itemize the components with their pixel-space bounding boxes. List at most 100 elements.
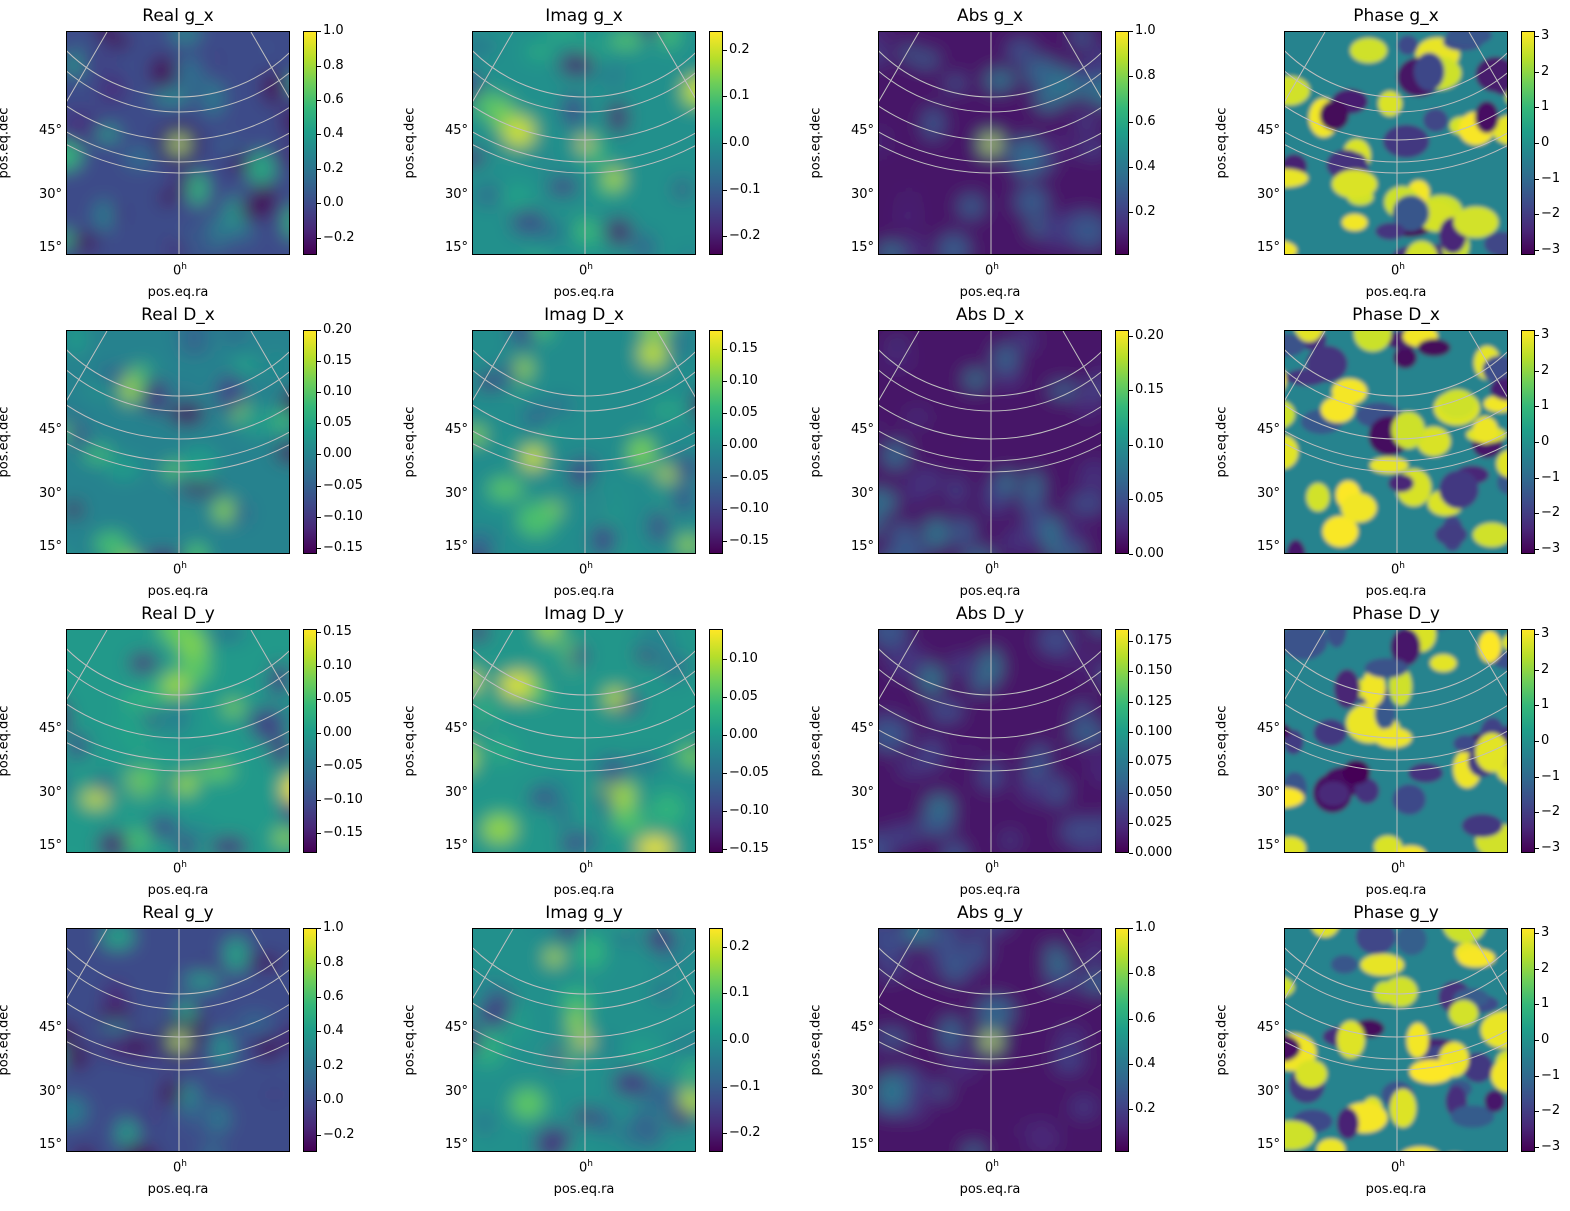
dec-tick-label: 45° [38,1020,62,1035]
heatmap-blob [1389,1088,1417,1128]
ra-line [250,331,289,398]
colorbar-tick [317,766,321,768]
colorbar-tick [723,477,727,479]
colorbar-tick [1129,928,1133,929]
colorbar-tick [1535,250,1539,251]
colorbar-tick-label: 0.2 [1135,204,1156,219]
ra-line [67,32,108,102]
heatmap-blob [693,398,695,413]
heatmap-blob [879,833,892,852]
chart-panel: Imag g_x 0.2 0.1 0.0 −0.1 −0.2 pos.eq.dec 45° 30… [403,0,766,300]
ra-tick-unit: h [587,561,593,571]
heatmap-blob [1423,108,1448,132]
dec-tick-label: 30° [38,486,62,501]
heatmap-blob [1331,378,1368,405]
heatmap-canvas [67,331,289,554]
ra-tick-unit: h [587,860,593,870]
ra-line [656,331,695,398]
ra-line [1062,929,1101,996]
colorbar-tick-label: −2 [1541,804,1561,820]
heatmap-blob [1088,44,1101,78]
ra-tick-value: 0 [173,1160,182,1176]
heatmap-blob [248,955,283,970]
heatmap-blob [1024,760,1047,781]
heatmap-blob [1439,389,1476,419]
heatmap-blob [627,754,661,775]
x-axis-label: pos.eq.ra [1365,584,1427,599]
colorbar-tick [1129,335,1133,337]
heatmap-blob [628,436,656,469]
x-axis-label: pos.eq.ra [959,1182,1021,1197]
heatmap-blob [1038,630,1073,656]
heatmap-blob [69,420,89,451]
heatmap-blob [134,765,162,794]
dec-tick-label: 15° [444,838,468,853]
heatmap-blob [1388,474,1414,493]
chart-panel: Real g_x 1.0 0.8 0.6 0.4 0.2 0.0 −0.2 pos.eq.dec… [0,0,360,300]
colorbar-tick-label: −3 [1541,1139,1561,1154]
heatmap-blob [1342,760,1371,785]
colorbar-tick [317,237,321,239]
colorbar-tick-label: 0.0 [323,195,344,211]
ra-tick-label: 0h [972,860,1012,876]
heatmap-blob [473,149,487,166]
heatmap-blob [879,489,897,515]
heatmap-blob [1295,1059,1328,1088]
heatmap-blob [1353,331,1392,352]
colorbar-tick-label: 0.6 [1135,1010,1156,1026]
ra-tick-value: 0 [985,263,994,279]
colorbar-tick [1535,36,1539,37]
dec-tick-label: 15° [850,539,874,554]
heatmap-blob [1056,1026,1086,1050]
colorbar-tick [723,143,727,144]
ra-line [473,32,514,102]
colorbar-tick [1535,549,1539,550]
heatmap-blob [509,331,538,347]
colorbar-tick [1535,107,1539,109]
heatmap-blob [249,706,285,742]
heatmap-blob [1285,787,1305,808]
colorbar-tick [317,330,321,331]
heatmap-blob [576,218,595,242]
chart-title: Phase D_x [1352,305,1440,325]
colorbar-tick-label: 0.0 [323,1092,344,1108]
x-axis-label: pos.eq.ra [147,584,209,599]
heatmap-blob [171,56,210,91]
heatmap-blob [238,199,274,220]
heatmap-blob [938,234,970,254]
heatmap-blob [879,32,891,37]
heatmap-blob [593,1107,615,1136]
colorbar-tick [317,996,321,998]
heatmap-blob [660,650,685,686]
heatmap-blob [94,531,129,553]
heatmap-blob [511,1088,545,1119]
colorbar-tick-label: 1 [1541,697,1550,713]
heatmap-blob [535,1126,573,1151]
ra-line [1468,630,1507,697]
colorbar-tick-label: −0.05 [729,765,769,781]
dec-tick-label: 30° [850,785,874,800]
heatmap-blob [1497,470,1507,495]
heatmap-blob [950,518,976,546]
colorbar-tick-label: 0.2 [729,41,750,57]
heatmap-blob [160,701,193,735]
heatmap-blob [1435,524,1468,546]
colorbar-tick-label: 0.6 [1135,113,1156,129]
heatmap-blob [993,344,1018,374]
dec-tick-label: 15° [38,539,62,554]
heatmap-blob [115,553,140,554]
ra-tick-value: 0 [985,1160,994,1176]
colorbar-tick-label: −0.05 [323,758,363,774]
heatmap-blob [160,1079,182,1106]
heatmap-blob [262,70,284,106]
heatmap-blob [642,32,658,37]
heatmap-blob [905,408,930,426]
colorbar-tick-label: 1.0 [1135,920,1156,935]
colorbar-tick-label: 2 [1541,63,1550,79]
ra-tick-label: 0h [566,262,606,278]
ra-tick-label: 0h [566,1159,606,1175]
heatmap-blob [979,649,1002,685]
heatmap-blob [473,746,477,769]
colorbar-tick [317,361,321,363]
heatmap-blob [900,929,936,944]
